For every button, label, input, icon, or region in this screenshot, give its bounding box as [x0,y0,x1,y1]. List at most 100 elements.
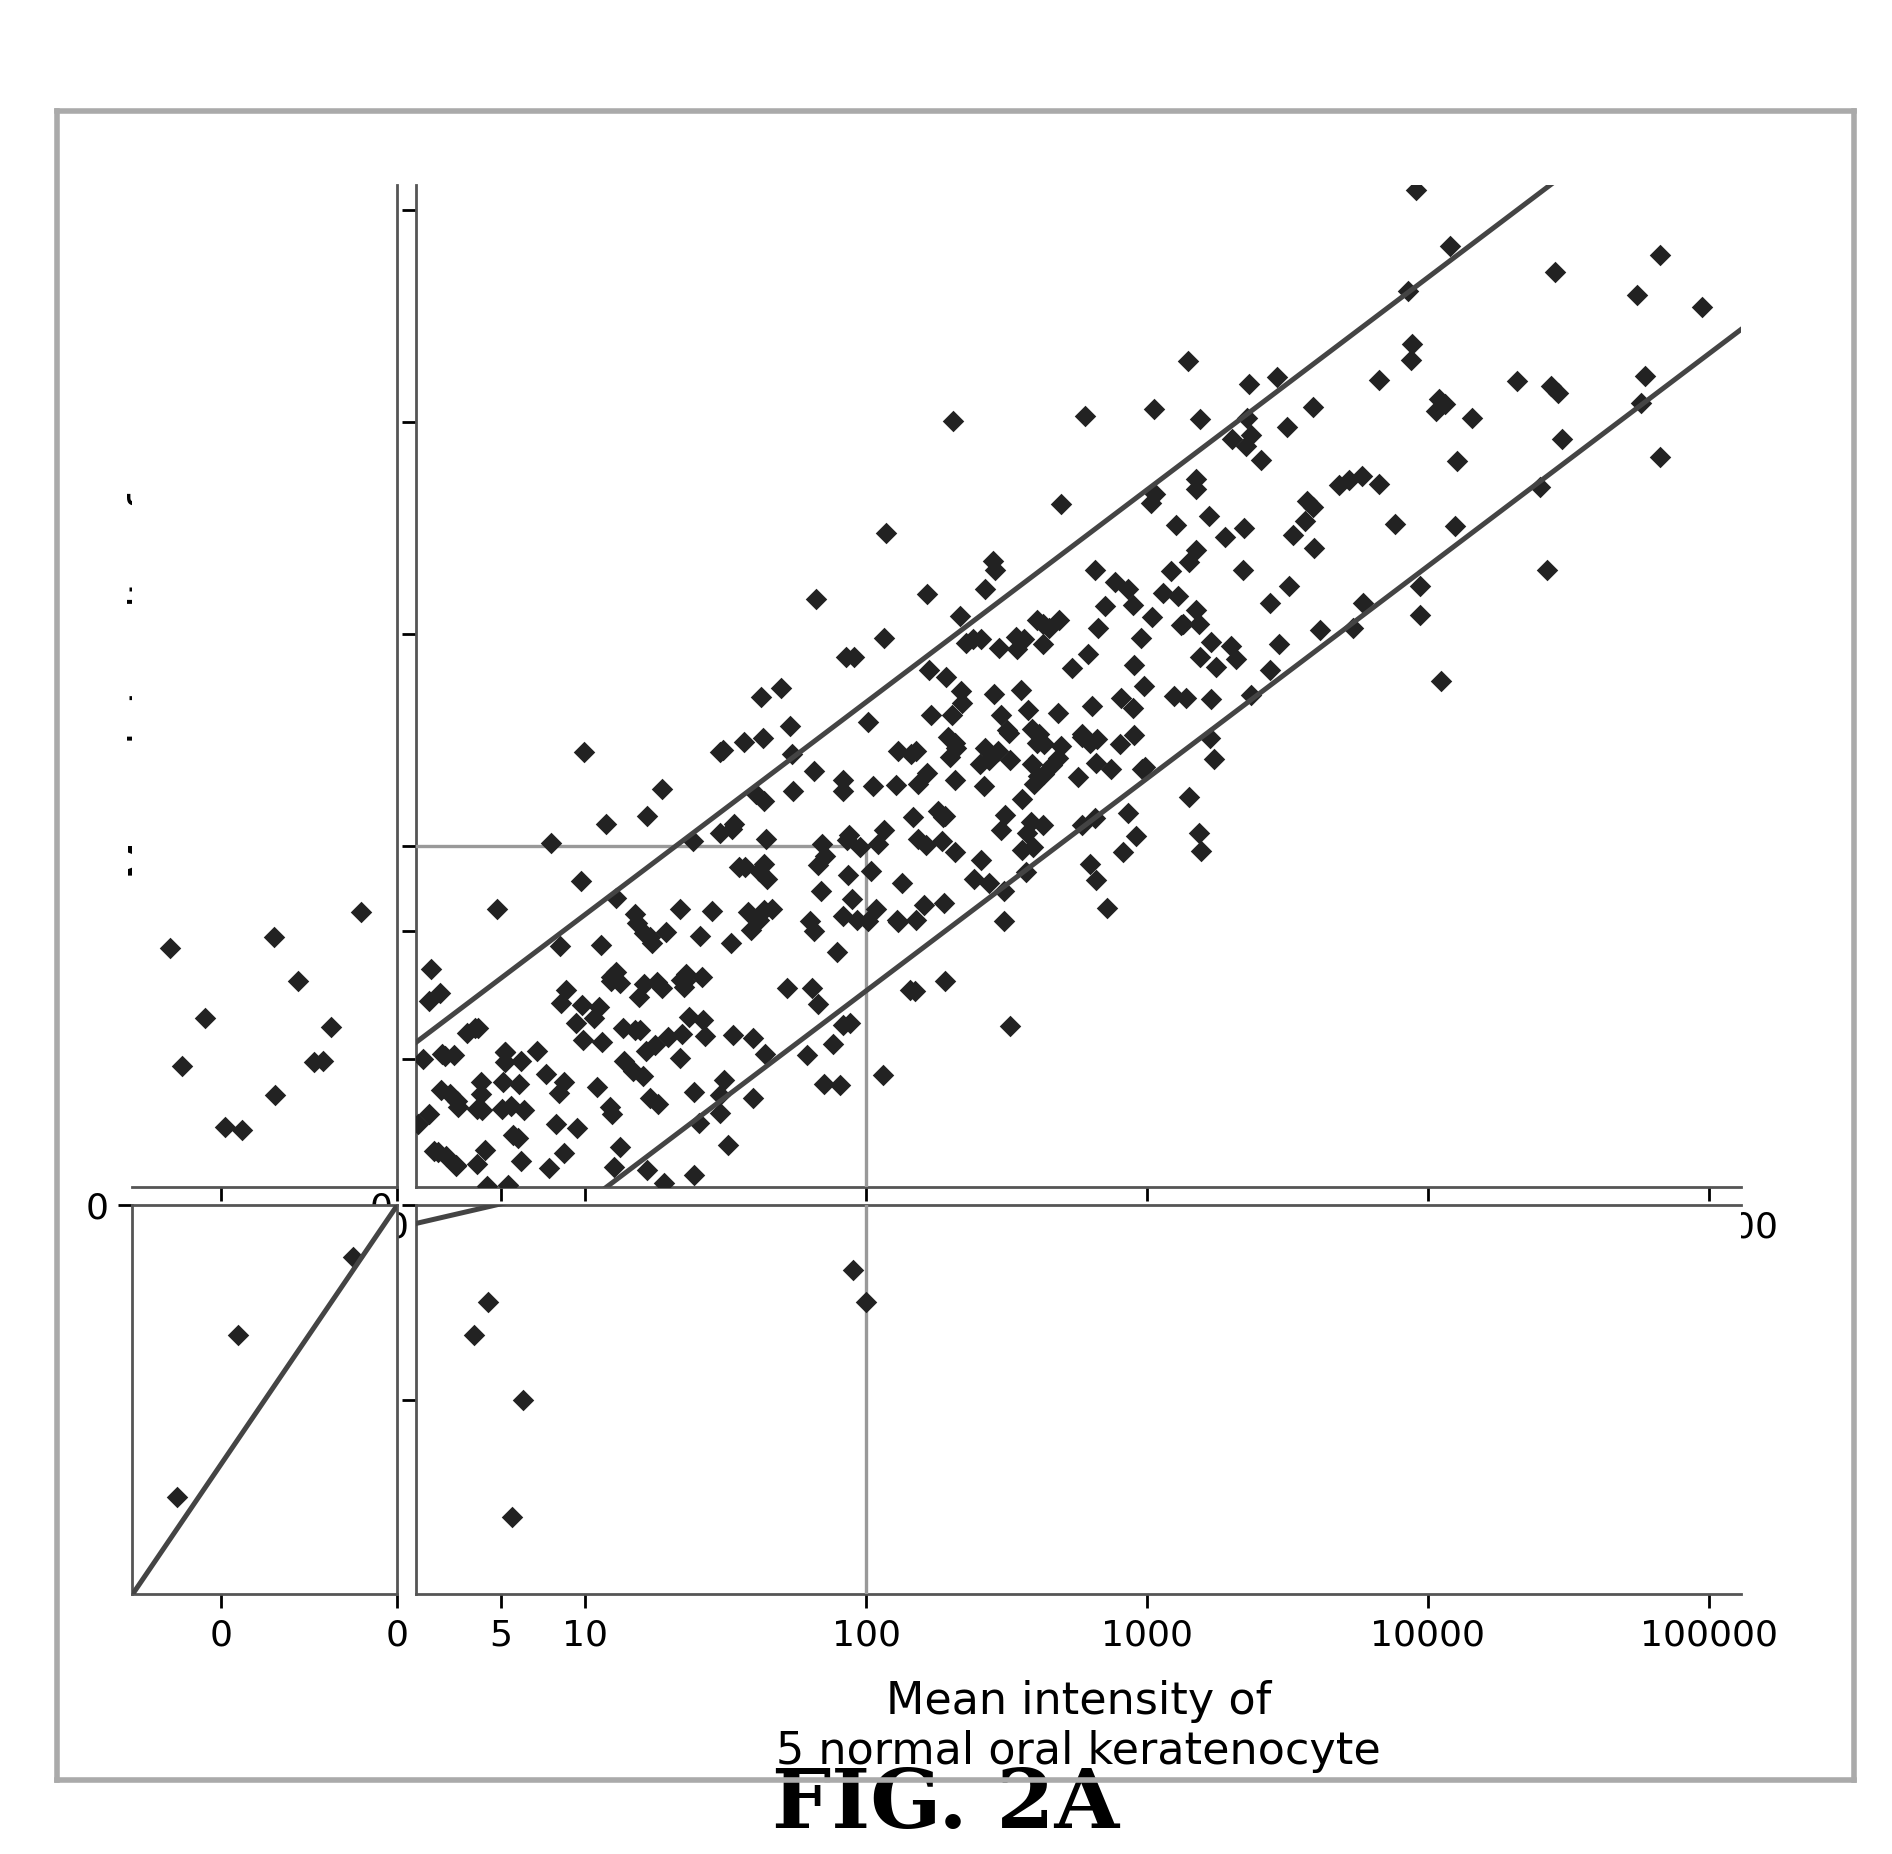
Point [602,957,632,986]
Point [282,966,312,996]
Point [895,975,925,1005]
Point [1629,362,1659,391]
Point [1220,645,1251,675]
Point [1165,610,1196,640]
Point [1137,488,1167,517]
Point [1029,729,1060,758]
Point [978,545,1008,575]
Point [666,1044,696,1073]
Point [643,1088,674,1118]
Point [155,934,185,964]
Point [634,1083,664,1112]
Point [810,842,840,871]
Point [596,966,626,996]
Point [1546,425,1576,454]
Point [1298,491,1328,521]
Point [1027,629,1058,658]
Point [403,1109,433,1138]
Point [549,1068,579,1098]
Point [1542,378,1572,408]
Point [460,1012,490,1042]
Point [535,829,566,858]
Point [887,868,918,897]
Point [568,990,598,1020]
Point [409,1044,439,1073]
Point [439,1040,469,1070]
Point [927,827,957,857]
Point [944,601,974,630]
Point [1007,675,1037,705]
Point [490,1036,520,1066]
Point [458,1320,488,1350]
Point [590,808,621,838]
Point [1502,367,1533,397]
Point [1016,714,1046,743]
Point [685,1109,715,1138]
Point [1536,371,1567,400]
Point [1298,393,1328,423]
Point [1300,532,1330,562]
Point [990,907,1020,936]
Point [189,1003,219,1033]
Point [443,1092,473,1122]
Point [744,857,774,886]
Point [870,517,901,547]
Point [670,966,700,996]
Point [965,749,995,779]
Point [587,931,617,960]
Point [1531,556,1561,586]
Point [522,1036,552,1066]
Point [1173,547,1203,577]
Point [1347,588,1377,617]
Point [1126,623,1156,653]
Point [664,894,694,923]
Point [912,578,942,608]
Point [621,899,651,929]
Point [736,916,766,946]
Point [1029,758,1060,788]
Point [569,738,600,768]
Point [717,927,747,957]
Point [464,1012,494,1042]
Point [507,1385,537,1415]
Point [1540,258,1570,287]
Point [1067,719,1097,749]
Point [834,1009,865,1038]
Point [505,1048,535,1077]
Point [704,1081,734,1111]
Point [937,699,967,729]
Point [1016,806,1046,836]
Point [568,1025,598,1055]
Point [931,966,961,996]
Point [1173,347,1203,376]
Point [503,1070,534,1099]
Point [1024,719,1054,749]
Point [766,673,797,703]
Point [1430,389,1461,419]
Point [806,829,836,858]
Point [1232,404,1262,434]
Point [496,1092,526,1122]
Point [227,1114,257,1144]
X-axis label: Mean intensity of
5 normal oral keratenocyte: Mean intensity of 5 normal oral kerateno… [776,1680,1381,1772]
Point [1235,421,1266,451]
Point [749,786,780,816]
Point [802,988,832,1018]
Point [751,864,781,894]
Point [1230,432,1260,462]
Point [547,988,577,1018]
Point [1018,832,1048,862]
Point [1264,630,1294,660]
Point [1181,536,1211,565]
Point [677,827,708,857]
Point [467,1096,498,1125]
Point [1196,627,1226,656]
Point [1305,616,1336,645]
Point [1120,821,1150,851]
Point [817,1029,848,1059]
Point [1181,475,1211,504]
Point [509,1096,539,1125]
Point [1120,651,1150,680]
Point [914,654,944,684]
Point [952,629,982,658]
